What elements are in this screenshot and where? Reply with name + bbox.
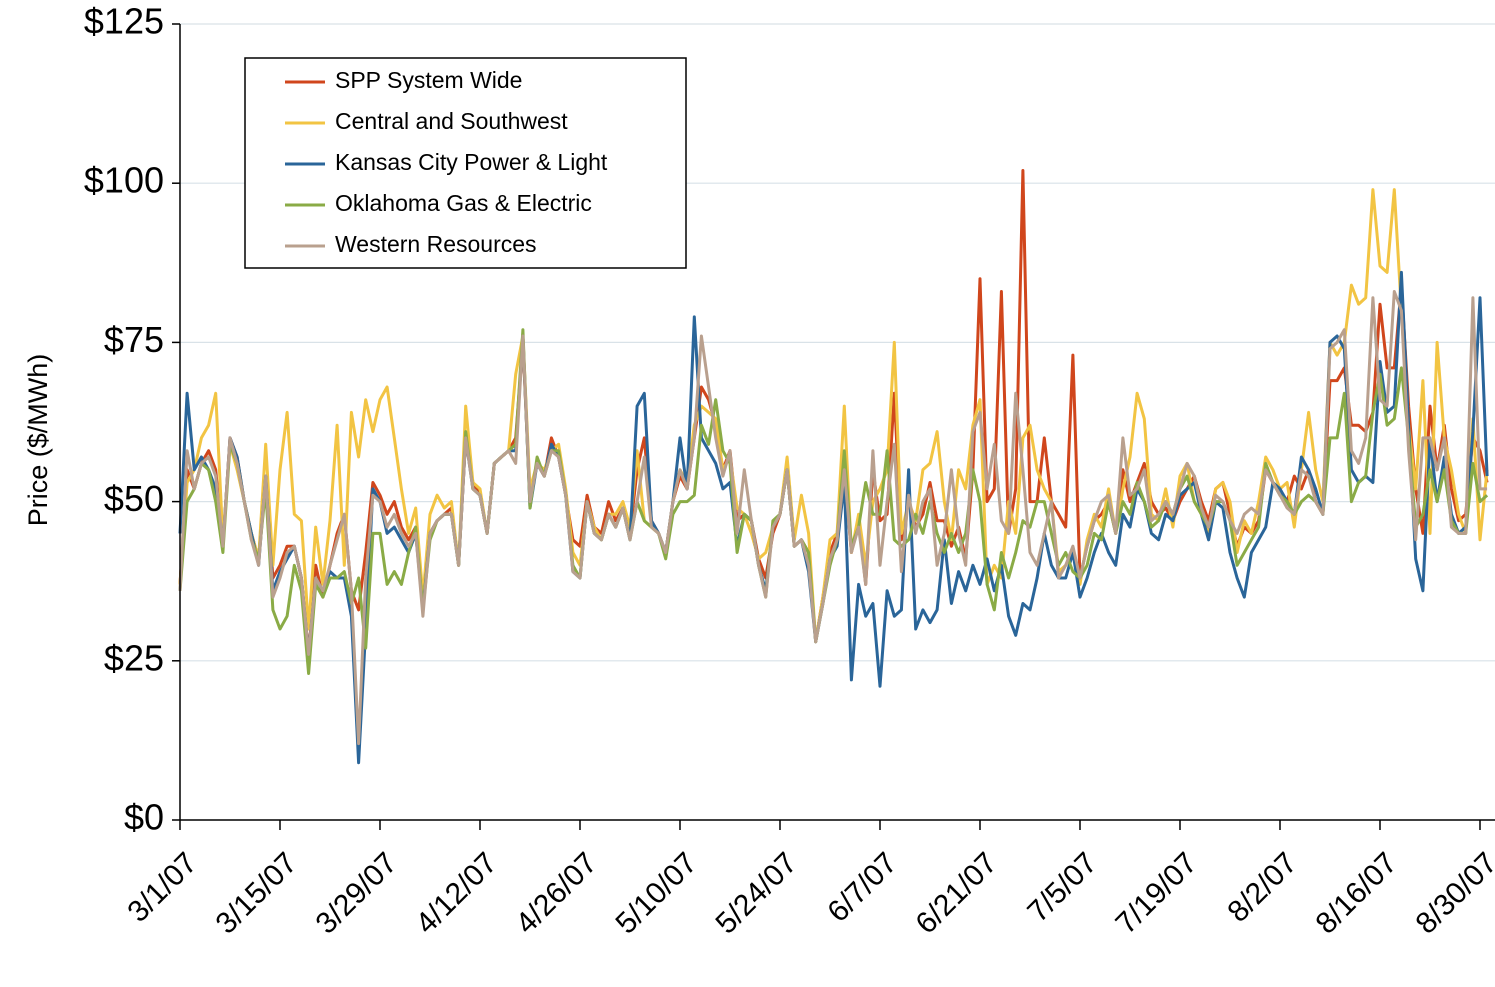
legend: SPP System Wide Central and Southwest Kans… xyxy=(244,57,687,269)
x-tick-label: 6/21/07 xyxy=(910,846,1004,940)
x-tick-label: 3/29/07 xyxy=(310,846,404,940)
x-tick-label: 3/15/07 xyxy=(210,846,304,940)
y-axis-label: Price ($/MWh) xyxy=(23,354,53,527)
x-tick-label: 3/1/07 xyxy=(121,846,203,928)
series-line xyxy=(178,188,1489,644)
series-line xyxy=(178,270,1489,765)
y-tick-label: $75 xyxy=(104,319,164,360)
x-tick-label: 6/7/07 xyxy=(821,846,903,928)
x-tick-label: 7/19/07 xyxy=(1110,846,1204,940)
y-tick-label: $0 xyxy=(124,797,164,838)
legend-label: Kansas City Power & Light xyxy=(335,149,608,175)
x-tick-label: 8/16/07 xyxy=(1310,846,1404,940)
series-line xyxy=(178,290,1488,746)
x-tick-label: 7/5/07 xyxy=(1021,846,1103,928)
x-tick-label: 4/26/07 xyxy=(510,846,604,940)
x-tick-label: 8/2/07 xyxy=(1221,846,1303,928)
legend-label: Oklahoma Gas & Electric xyxy=(335,190,592,216)
x-tick-label: 8/30/07 xyxy=(1410,846,1495,940)
x-tick-label: 4/12/07 xyxy=(410,846,504,940)
legend-label: Central and Southwest xyxy=(335,108,568,134)
y-tick-label: $100 xyxy=(84,160,164,201)
y-tick-label: $125 xyxy=(84,1,164,42)
y-tick-label: $25 xyxy=(104,637,164,678)
x-tick-label: 5/10/07 xyxy=(610,846,704,940)
plot-lines xyxy=(178,169,1489,765)
x-tick-label: 5/24/07 xyxy=(710,846,804,940)
legend-label: SPP System Wide xyxy=(335,67,522,93)
y-tick-label: $50 xyxy=(104,478,164,519)
legend-label: Western Resources xyxy=(335,231,537,257)
